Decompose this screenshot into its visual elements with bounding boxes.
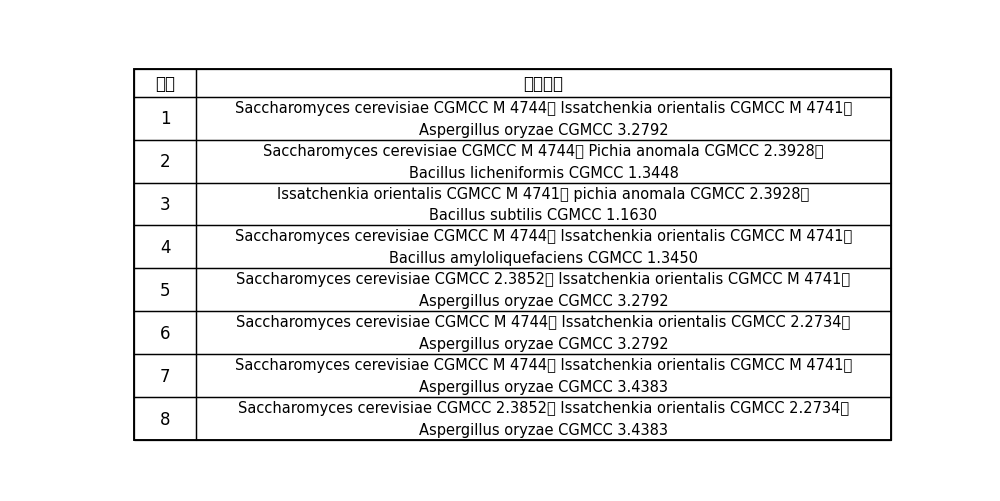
- Text: 1: 1: [160, 110, 171, 128]
- Text: Saccharomyces cerevisiae CGMCC M 4744、 Issatchenkia orientalis CGMCC M 4741、: Saccharomyces cerevisiae CGMCC M 4744、 I…: [235, 358, 852, 372]
- Text: 3: 3: [160, 195, 171, 213]
- Bar: [196, 226, 891, 269]
- Bar: [196, 355, 891, 397]
- Bar: [196, 140, 891, 183]
- Text: Saccharomyces cerevisiae CGMCC M 4744、 Issatchenkia orientalis CGMCC M 4741、: Saccharomyces cerevisiae CGMCC M 4744、 I…: [235, 101, 852, 116]
- Text: 4: 4: [160, 238, 171, 257]
- Bar: [134, 70, 196, 98]
- Bar: [196, 98, 891, 140]
- Bar: [196, 183, 891, 226]
- Bar: [134, 355, 196, 397]
- Text: Aspergillus oryzae CGMCC 3.2792: Aspergillus oryzae CGMCC 3.2792: [419, 294, 668, 309]
- Text: Bacillus licheniformis CGMCC 1.3448: Bacillus licheniformis CGMCC 1.3448: [409, 165, 678, 180]
- Text: Saccharomyces cerevisiae CGMCC 2.3852、 Issatchenkia orientalis CGMCC M 4741、: Saccharomyces cerevisiae CGMCC 2.3852、 I…: [236, 272, 851, 287]
- Bar: [196, 312, 891, 355]
- Bar: [134, 140, 196, 183]
- Text: Aspergillus oryzae CGMCC 3.2792: Aspergillus oryzae CGMCC 3.2792: [419, 337, 668, 352]
- Text: Aspergillus oryzae CGMCC 3.2792: Aspergillus oryzae CGMCC 3.2792: [419, 122, 668, 137]
- Text: 7: 7: [160, 367, 171, 385]
- Text: 菌株名称: 菌株名称: [524, 75, 564, 93]
- Bar: [134, 226, 196, 269]
- Bar: [134, 312, 196, 355]
- Text: Saccharomyces cerevisiae CGMCC M 4744、 Issatchenkia orientalis CGMCC M 4741、: Saccharomyces cerevisiae CGMCC M 4744、 I…: [235, 229, 852, 244]
- Text: Aspergillus oryzae CGMCC 3.4383: Aspergillus oryzae CGMCC 3.4383: [419, 422, 668, 437]
- Text: 8: 8: [160, 410, 171, 428]
- Text: 2: 2: [160, 153, 171, 171]
- Text: 6: 6: [160, 324, 171, 342]
- Bar: [134, 183, 196, 226]
- Bar: [196, 397, 891, 440]
- Text: Aspergillus oryzae CGMCC 3.4383: Aspergillus oryzae CGMCC 3.4383: [419, 379, 668, 394]
- Text: Saccharomyces cerevisiae CGMCC 2.3852、 Issatchenkia orientalis CGMCC 2.2734、: Saccharomyces cerevisiae CGMCC 2.3852、 I…: [238, 400, 849, 415]
- Text: 5: 5: [160, 281, 171, 299]
- Bar: [134, 269, 196, 312]
- Text: Bacillus amyloliquefaciens CGMCC 1.3450: Bacillus amyloliquefaciens CGMCC 1.3450: [389, 251, 698, 266]
- Bar: [196, 70, 891, 98]
- Text: Saccharomyces cerevisiae CGMCC M 4744、 Issatchenkia orientalis CGMCC 2.2734、: Saccharomyces cerevisiae CGMCC M 4744、 I…: [236, 315, 851, 330]
- Bar: [196, 269, 891, 312]
- Bar: [134, 98, 196, 140]
- Text: Saccharomyces cerevisiae CGMCC M 4744、 Pichia anomala CGMCC 2.3928、: Saccharomyces cerevisiae CGMCC M 4744、 P…: [263, 143, 824, 158]
- Text: Issatchenkia orientalis CGMCC M 4741、 pichia anomala CGMCC 2.3928、: Issatchenkia orientalis CGMCC M 4741、 pi…: [277, 186, 810, 201]
- Text: Bacillus subtilis CGMCC 1.1630: Bacillus subtilis CGMCC 1.1630: [429, 208, 658, 223]
- Bar: [134, 397, 196, 440]
- Text: 组合: 组合: [155, 75, 175, 93]
